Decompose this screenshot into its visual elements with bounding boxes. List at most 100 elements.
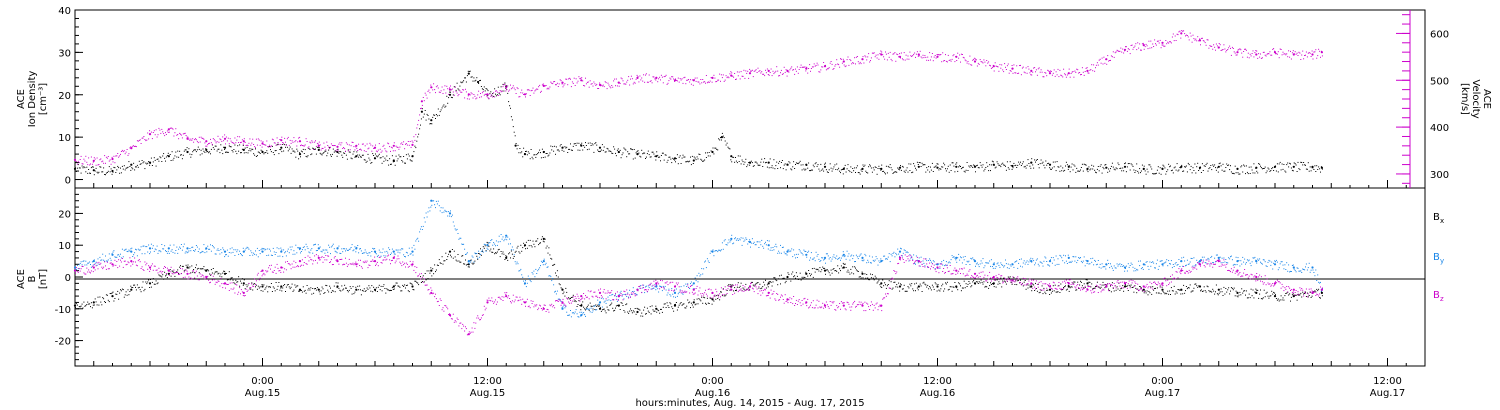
density-sample <box>284 144 286 146</box>
density-sample <box>844 164 846 166</box>
by-sample <box>407 255 409 257</box>
density-sample <box>573 143 575 145</box>
by-sample <box>327 251 329 253</box>
density-sample <box>495 95 497 97</box>
density-sample <box>1067 168 1069 170</box>
velocity-sample <box>253 144 255 145</box>
velocity-sample <box>1015 72 1017 74</box>
by-point <box>430 199 433 202</box>
bx-sample <box>1254 291 1256 293</box>
bx-sample <box>246 286 248 288</box>
by-point <box>655 285 658 288</box>
bx-sample <box>327 289 329 291</box>
by-sample <box>310 249 312 251</box>
density-sample <box>121 165 123 167</box>
bx-sample <box>1216 293 1218 295</box>
density-sample <box>935 165 937 167</box>
velocity-sample <box>176 134 178 136</box>
velocity-sample <box>685 83 687 85</box>
velocity-sample <box>615 78 617 80</box>
velocity-sample <box>1217 47 1219 49</box>
density-sample <box>368 157 370 159</box>
velocity-sample <box>925 56 927 58</box>
density-sample <box>818 168 820 170</box>
velocity-sample <box>1277 51 1279 53</box>
velocity-sample <box>559 79 561 81</box>
velocity-sample <box>812 66 814 68</box>
velocity-sample <box>662 82 664 84</box>
velocity-sample <box>1229 45 1231 47</box>
density-sample <box>853 170 855 172</box>
bx-sample <box>1095 285 1097 287</box>
velocity-sample <box>113 155 115 157</box>
density-sample <box>222 153 224 155</box>
by-sample <box>451 214 453 216</box>
velocity-sample <box>570 86 572 88</box>
velocity-sample <box>1282 51 1284 53</box>
density-sample <box>983 170 985 172</box>
by-sample <box>377 254 379 256</box>
bx-sample <box>654 310 656 312</box>
bx-sample <box>1215 291 1216 293</box>
bx-sample <box>738 287 740 288</box>
velocity-sample <box>455 91 457 93</box>
density-sample <box>337 148 339 150</box>
bx-sample <box>1244 290 1246 292</box>
velocity-sample <box>489 93 491 95</box>
density-sample <box>1183 170 1185 172</box>
density-sample <box>1095 172 1097 174</box>
density-sample <box>772 167 774 169</box>
density-sample <box>967 170 969 171</box>
velocity-sample <box>1252 50 1254 52</box>
by-point <box>673 291 677 294</box>
velocity-sample <box>208 143 210 144</box>
bx-sample <box>622 305 624 306</box>
bx-series <box>73 236 1323 317</box>
bx-point <box>392 285 395 288</box>
x-tick-label-time: 12:00 <box>1373 376 1402 387</box>
density-sample <box>422 116 424 118</box>
bx-sample <box>869 279 871 281</box>
bx-sample <box>895 286 897 288</box>
bx-sample <box>1140 286 1141 288</box>
density-sample <box>221 149 223 151</box>
bx-sample <box>436 264 438 266</box>
velocity-sample <box>1146 45 1148 47</box>
density-sample <box>825 169 827 171</box>
velocity-sample <box>1224 48 1226 50</box>
density-sample <box>1101 172 1103 174</box>
velocity-sample <box>1005 69 1007 70</box>
density-sample <box>1117 162 1119 164</box>
x-tick-label-date: Aug.17 <box>1370 388 1405 399</box>
bx-sample <box>120 289 121 291</box>
velocity-sample <box>879 53 881 55</box>
bx-sample <box>434 264 436 266</box>
by-sample <box>208 248 210 250</box>
velocity-sample <box>211 143 213 145</box>
bx-sample <box>1259 293 1261 295</box>
bx-sample <box>1104 287 1106 289</box>
by-sample <box>143 245 145 247</box>
bx-sample <box>631 312 633 314</box>
velocity-sample <box>961 54 963 55</box>
bx-sample <box>769 281 771 282</box>
density-sample <box>481 88 483 90</box>
bx-sample <box>480 248 481 250</box>
density-sample <box>910 163 912 165</box>
velocity-sample <box>445 92 447 94</box>
bx-sample <box>335 282 337 284</box>
bx-sample <box>255 286 256 288</box>
velocity-sample <box>616 85 618 87</box>
velocity-sample <box>170 127 172 129</box>
bx-sample <box>633 311 635 313</box>
velocity-sample <box>1091 64 1093 66</box>
bx-sample <box>1147 294 1149 296</box>
bx-sample <box>1171 290 1173 292</box>
density-sample <box>99 166 101 168</box>
density-sample <box>504 82 506 84</box>
bx-sample <box>111 292 113 294</box>
bx-sample <box>768 281 770 283</box>
density-sample <box>114 167 116 169</box>
density-sample <box>574 143 576 144</box>
velocity-sample <box>414 139 416 141</box>
